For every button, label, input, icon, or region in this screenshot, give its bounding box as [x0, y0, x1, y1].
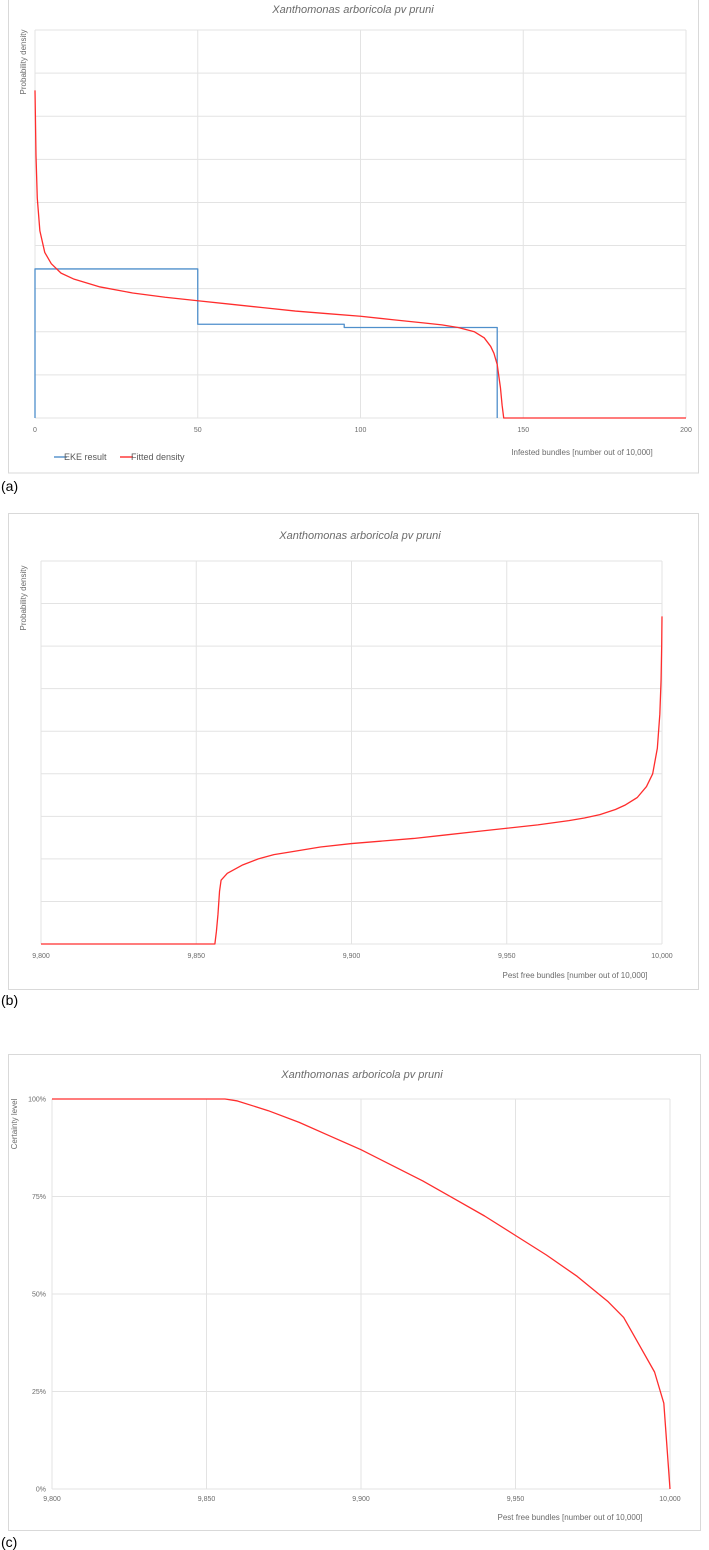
caption-c: (c)	[1, 1534, 18, 1550]
y-tick-label: 75%	[32, 1194, 46, 1201]
chart-a: Xanthomonas arboricola pv pruni Probabil…	[8, 0, 699, 474]
chart-c: Xanthomonas arboricola pv pruni Certaint…	[8, 1054, 701, 1531]
series-line-fitted-density	[34, 90, 686, 419]
x-tick-label: 0	[33, 427, 37, 434]
chart-a-legend: EKE result Fitted density	[54, 452, 185, 462]
chart-c-series	[52, 1098, 671, 1490]
x-tick-label: 9,900	[343, 953, 361, 960]
chart-c-frame	[8, 1054, 701, 1531]
caption-a: (a)	[1, 478, 19, 494]
x-tick-label: 100	[355, 427, 367, 434]
chart-c-y-label: Certainty level	[10, 1098, 19, 1149]
x-tick-label: 9,950	[498, 953, 516, 960]
legend-fitted-label: Fitted density	[131, 452, 185, 462]
legend-eke-label: EKE result	[64, 452, 107, 462]
caption-b: (b)	[1, 992, 19, 1008]
series-line-certainty-level	[52, 1098, 671, 1490]
chart-b-grid	[40, 560, 663, 945]
y-tick-label: 0%	[36, 1487, 46, 1494]
x-tick-label: 9,800	[43, 1496, 61, 1503]
panel-c: Xanthomonas arboricola pv pruni Certaint…	[0, 1054, 709, 1534]
panel-b: Xanthomonas arboricola pv pruni Probabil…	[0, 513, 709, 993]
chart-a-series	[34, 90, 686, 419]
chart-b-x-label: Pest free bundles [number out of 10,000]	[503, 971, 648, 980]
chart-b: Xanthomonas arboricola pv pruni Probabil…	[8, 513, 699, 990]
x-tick-label: 150	[517, 427, 529, 434]
x-tick-label: 10,000	[659, 1496, 681, 1503]
series-line-fitted-density	[41, 616, 663, 945]
series-line-eke-result	[34, 268, 498, 418]
y-tick-label: 100%	[28, 1097, 46, 1104]
x-tick-label: 10,000	[651, 953, 673, 960]
chart-a-x-ticks: 0 50 100 150 200	[33, 427, 692, 434]
y-tick-label: 25%	[32, 1389, 46, 1396]
chart-a-frame	[8, 0, 699, 474]
chart-b-y-label: Probability density	[19, 566, 28, 631]
x-tick-label: 9,850	[187, 953, 205, 960]
y-tick-label: 50%	[32, 1292, 46, 1299]
chart-b-title: Xanthomonas arboricola pv pruni	[278, 530, 441, 542]
panel-a: Xanthomonas arboricola pv pruni Probabil…	[0, 0, 709, 474]
x-tick-label: 9,950	[507, 1496, 525, 1503]
x-tick-label: 9,800	[32, 953, 50, 960]
x-tick-label: 200	[680, 427, 692, 434]
chart-c-x-label: Pest free bundles [number out of 10,000]	[498, 1513, 643, 1522]
chart-b-series	[41, 616, 663, 945]
x-tick-label: 50	[194, 427, 202, 434]
chart-b-x-ticks: 9,800 9,850 9,900 9,950 10,000	[32, 953, 673, 960]
chart-b-frame	[8, 513, 699, 990]
chart-a-title: Xanthomonas arboricola pv pruni	[271, 4, 434, 16]
chart-c-ticks: 9,800 9,850 9,900 9,950 10,000 0% 25% 50% 75% 100…	[28, 1097, 681, 1504]
x-tick-label: 9,900	[352, 1496, 370, 1503]
chart-a-x-label: Infested bundles [number out of 10,000]	[511, 448, 652, 457]
x-tick-label: 9,850	[198, 1496, 216, 1503]
chart-c-title: Xanthomonas arboricola pv pruni	[280, 1069, 443, 1081]
chart-a-y-label: Probability density	[19, 30, 28, 95]
